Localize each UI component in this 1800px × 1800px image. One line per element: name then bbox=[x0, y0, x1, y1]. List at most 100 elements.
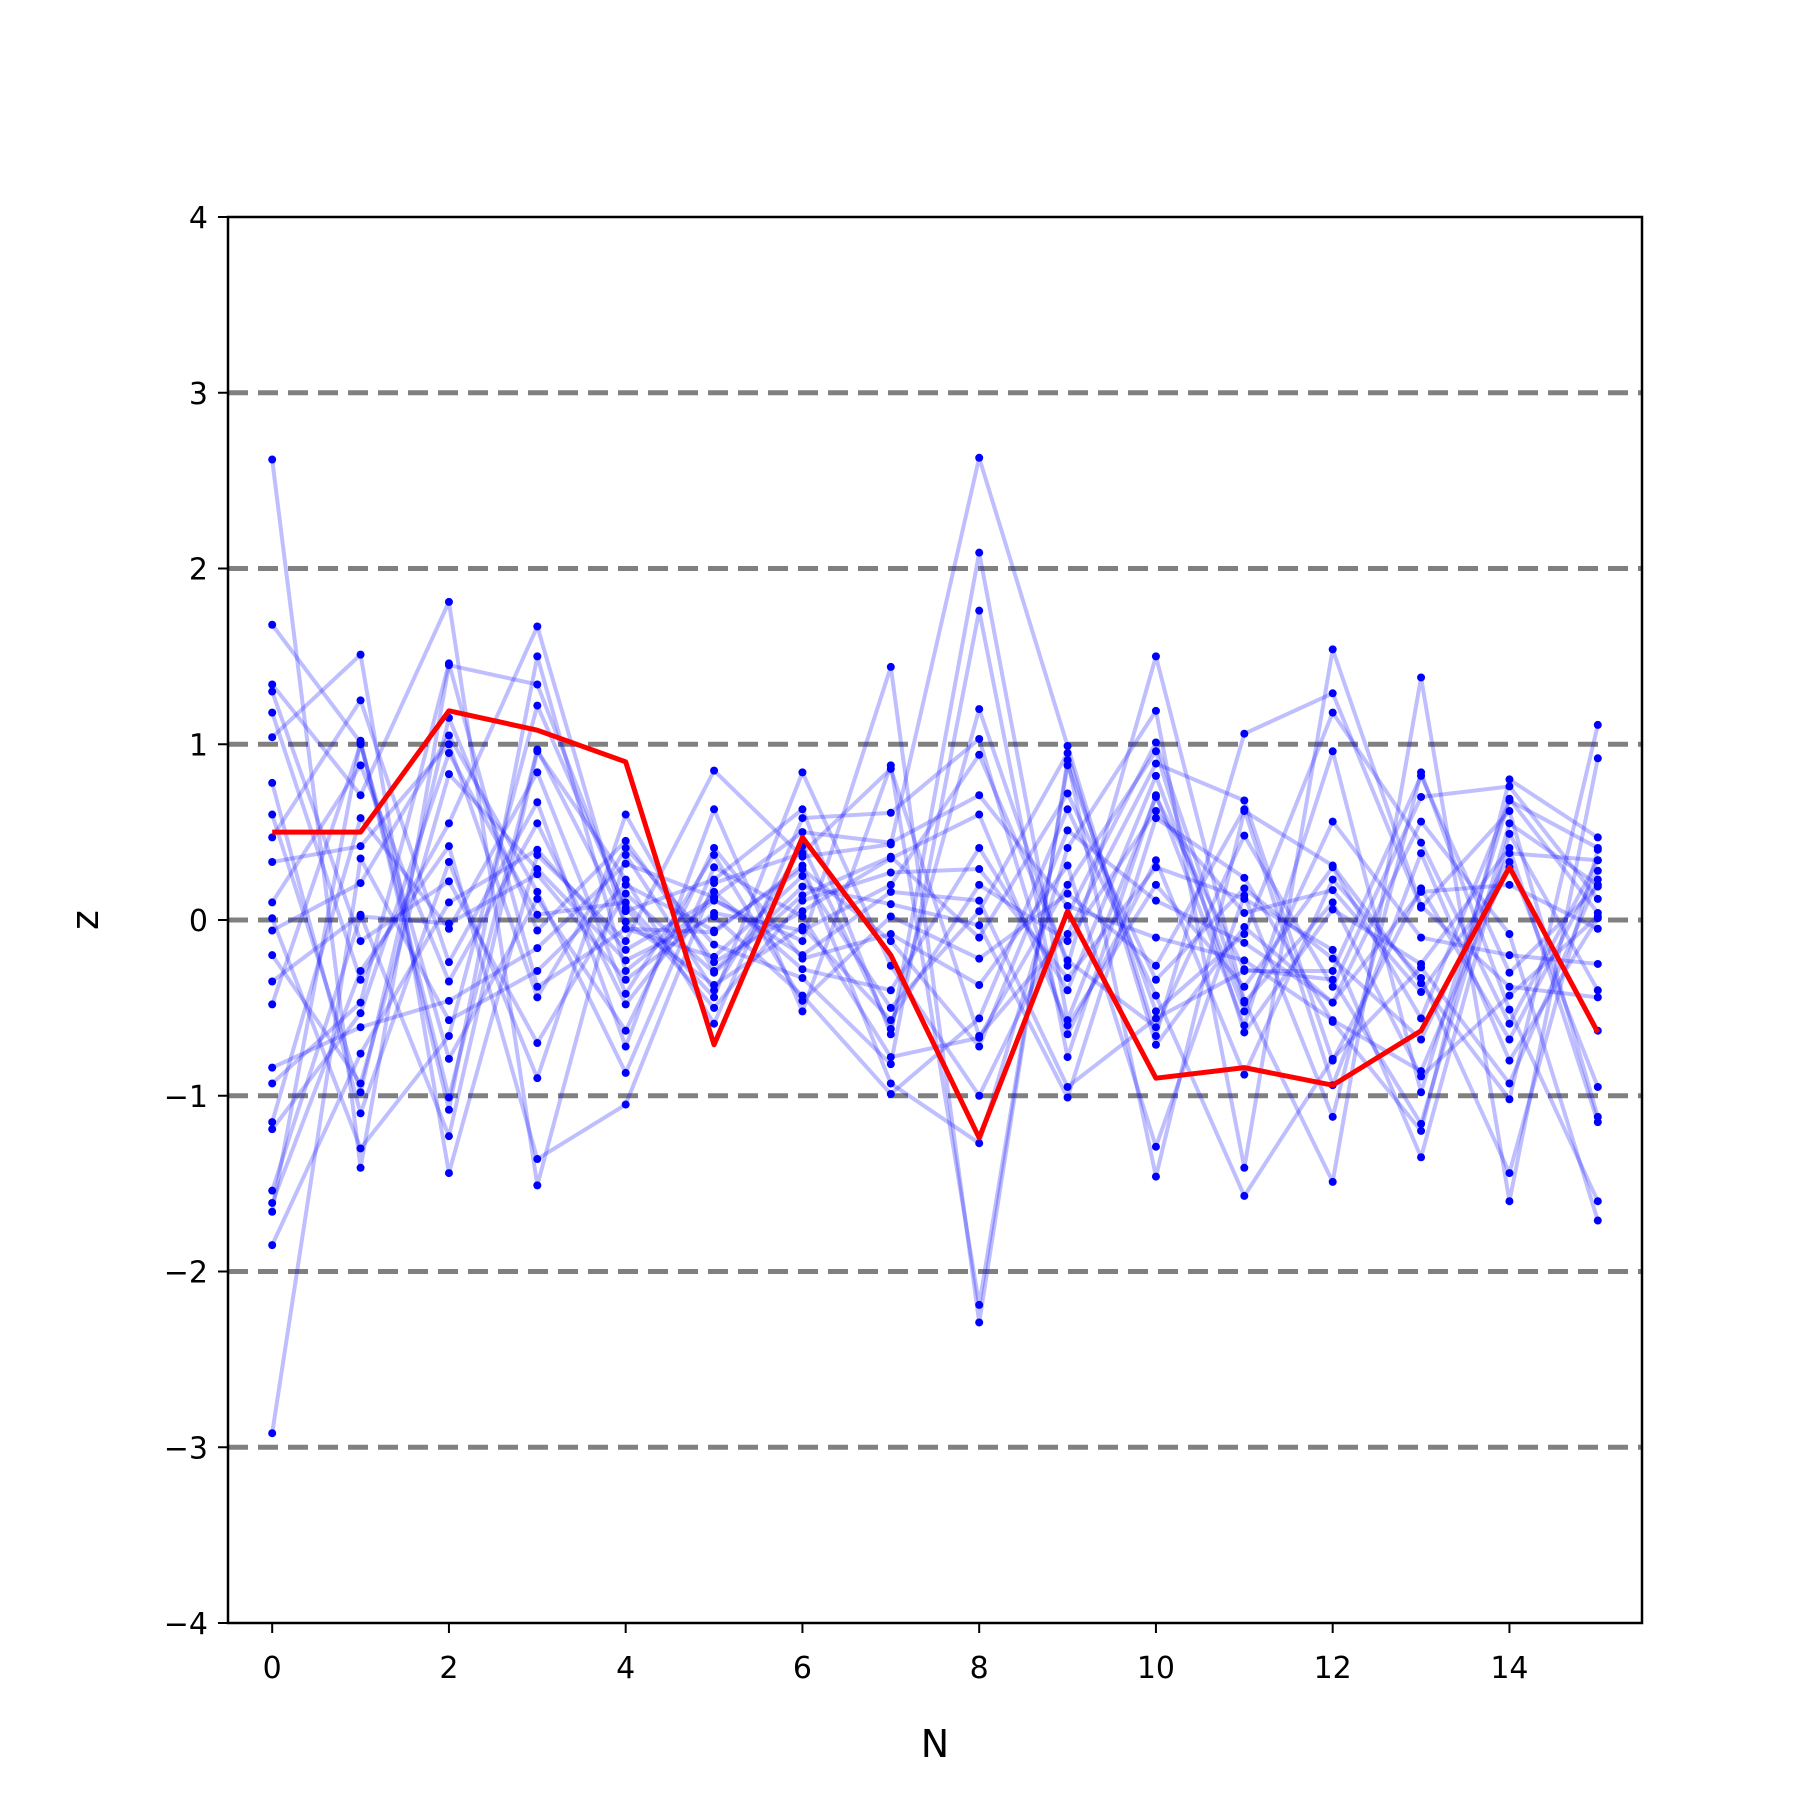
sample-line-4 bbox=[270, 455, 1600, 1176]
sample-line-24 bbox=[270, 763, 1599, 1014]
sample-point-18-2 bbox=[444, 1093, 453, 1102]
reference-lines bbox=[228, 390, 1642, 1450]
sample-point-22-9 bbox=[1063, 889, 1072, 898]
sample-point-10-2 bbox=[444, 770, 453, 779]
sample-point-10-9 bbox=[1063, 805, 1072, 814]
sample-point-18-4 bbox=[621, 917, 630, 926]
sample-point-10-8 bbox=[975, 1014, 984, 1023]
sample-point-24-13 bbox=[1417, 933, 1426, 942]
mean-line bbox=[272, 708, 1601, 1141]
sample-point-3-9 bbox=[1063, 843, 1072, 852]
sample-point-23-13 bbox=[1417, 1035, 1426, 1044]
sample-point-14-7 bbox=[886, 1003, 895, 1012]
sample-point-19-1 bbox=[356, 1049, 365, 1058]
sample-point-9-15 bbox=[1593, 1118, 1602, 1127]
sample-point-11-5 bbox=[710, 1019, 719, 1028]
sample-point-20-5 bbox=[710, 926, 719, 935]
sample-point-15-3 bbox=[533, 910, 542, 919]
sample-point-3-2 bbox=[444, 819, 453, 828]
sample-point-2-13 bbox=[1417, 673, 1426, 682]
sample-point-14-1 bbox=[356, 998, 365, 1007]
sample-point-15-13 bbox=[1417, 1072, 1426, 1081]
sample-point-13-10 bbox=[1151, 933, 1160, 942]
sample-point-20-14 bbox=[1505, 880, 1514, 889]
sample-point-16-10 bbox=[1151, 1023, 1160, 1032]
sample-point-12-11 bbox=[1240, 891, 1249, 900]
sample-point-17-2 bbox=[444, 842, 453, 851]
sample-point-19-3 bbox=[533, 845, 542, 854]
sample-point-23-5 bbox=[710, 968, 719, 977]
sample-point-7-3 bbox=[533, 993, 542, 1002]
sample-point-4-9 bbox=[1063, 742, 1072, 751]
sample-point-24-3 bbox=[533, 819, 542, 828]
sample-point-15-8 bbox=[975, 1091, 984, 1100]
sample-point-24-14 bbox=[1505, 951, 1514, 960]
sample-point-18-5 bbox=[710, 981, 719, 990]
sample-point-15-10 bbox=[1151, 738, 1160, 747]
sample-point-7-13 bbox=[1417, 1088, 1426, 1097]
sample-point-19-5 bbox=[710, 894, 719, 903]
x-tick-label-4: 8 bbox=[970, 1651, 989, 1686]
sample-point-23-14 bbox=[1505, 849, 1514, 858]
sample-point-7-9 bbox=[1063, 1053, 1072, 1062]
sample-point-16-11 bbox=[1240, 831, 1249, 840]
sample-line-19 bbox=[270, 773, 1600, 1246]
sample-point-8-3 bbox=[533, 701, 542, 710]
sample-point-6-12 bbox=[1328, 708, 1337, 717]
sample-point-5-4 bbox=[621, 810, 630, 819]
sample-line-11 bbox=[270, 736, 1600, 1176]
sample-point-6-11 bbox=[1240, 930, 1249, 939]
sample-point-3-11 bbox=[1240, 1163, 1249, 1172]
sample-point-7-5 bbox=[710, 940, 719, 949]
sample-point-20-8 bbox=[975, 1042, 984, 1051]
sample-point-7-8 bbox=[975, 606, 984, 615]
sample-point-2-14 bbox=[1505, 1197, 1514, 1206]
sample-point-1-6 bbox=[798, 937, 807, 946]
sample-point-18-1 bbox=[356, 736, 365, 745]
sample-point-9-11 bbox=[1240, 1028, 1249, 1037]
sample-point-14-15 bbox=[1593, 1216, 1602, 1225]
sample-point-17-9 bbox=[1063, 930, 1072, 939]
sample-point-3-7 bbox=[886, 1079, 895, 1088]
sample-point-15-0 bbox=[268, 1125, 277, 1134]
sample-point-23-8 bbox=[975, 933, 984, 942]
sample-point-23-6 bbox=[798, 891, 807, 900]
x-tick-label-7: 14 bbox=[1490, 1651, 1528, 1686]
sample-point-1-3 bbox=[533, 652, 542, 661]
sample-point-19-2 bbox=[444, 898, 453, 907]
sample-point-4-12 bbox=[1328, 689, 1337, 698]
sample-point-7-2 bbox=[444, 740, 453, 749]
sample-point-11-0 bbox=[268, 977, 277, 986]
sample-point-5-13 bbox=[1417, 1126, 1426, 1135]
sample-point-21-5 bbox=[710, 958, 719, 967]
sample-point-21-1 bbox=[356, 1088, 365, 1097]
sample-point-0-14 bbox=[1505, 819, 1514, 828]
sample-point-21-15 bbox=[1593, 843, 1602, 852]
sample-point-17-1 bbox=[356, 966, 365, 975]
sample-point-0-3 bbox=[533, 680, 542, 689]
sample-point-13-8 bbox=[975, 791, 984, 800]
sample-point-13-3 bbox=[533, 944, 542, 953]
x-tick-label-2: 4 bbox=[616, 1651, 635, 1686]
y-axis-label: z bbox=[63, 910, 107, 930]
sample-point-11-8 bbox=[975, 734, 984, 743]
sample-point-5-11 bbox=[1240, 873, 1249, 882]
x-axis-label: N bbox=[921, 1722, 949, 1766]
sample-point-17-4 bbox=[621, 1100, 630, 1109]
sample-point-1-15 bbox=[1593, 720, 1602, 729]
sample-point-9-0 bbox=[268, 926, 277, 935]
sample-point-2-10 bbox=[1151, 652, 1160, 661]
sample-point-18-11 bbox=[1240, 908, 1249, 917]
sample-point-24-0 bbox=[268, 898, 277, 907]
y-tick-label-5: 1 bbox=[189, 728, 208, 763]
sample-point-13-9 bbox=[1063, 901, 1072, 910]
sample-point-16-13 bbox=[1417, 792, 1426, 801]
sample-point-5-6 bbox=[798, 882, 807, 891]
sample-point-15-12 bbox=[1328, 898, 1337, 907]
sample-line-5 bbox=[270, 777, 1599, 1133]
mean-series bbox=[272, 708, 1601, 1141]
x-tick-label-1: 2 bbox=[439, 1651, 458, 1686]
sample-point-9-7 bbox=[886, 1053, 895, 1062]
sample-point-8-7 bbox=[886, 868, 895, 877]
sample-point-23-3 bbox=[533, 1039, 542, 1048]
